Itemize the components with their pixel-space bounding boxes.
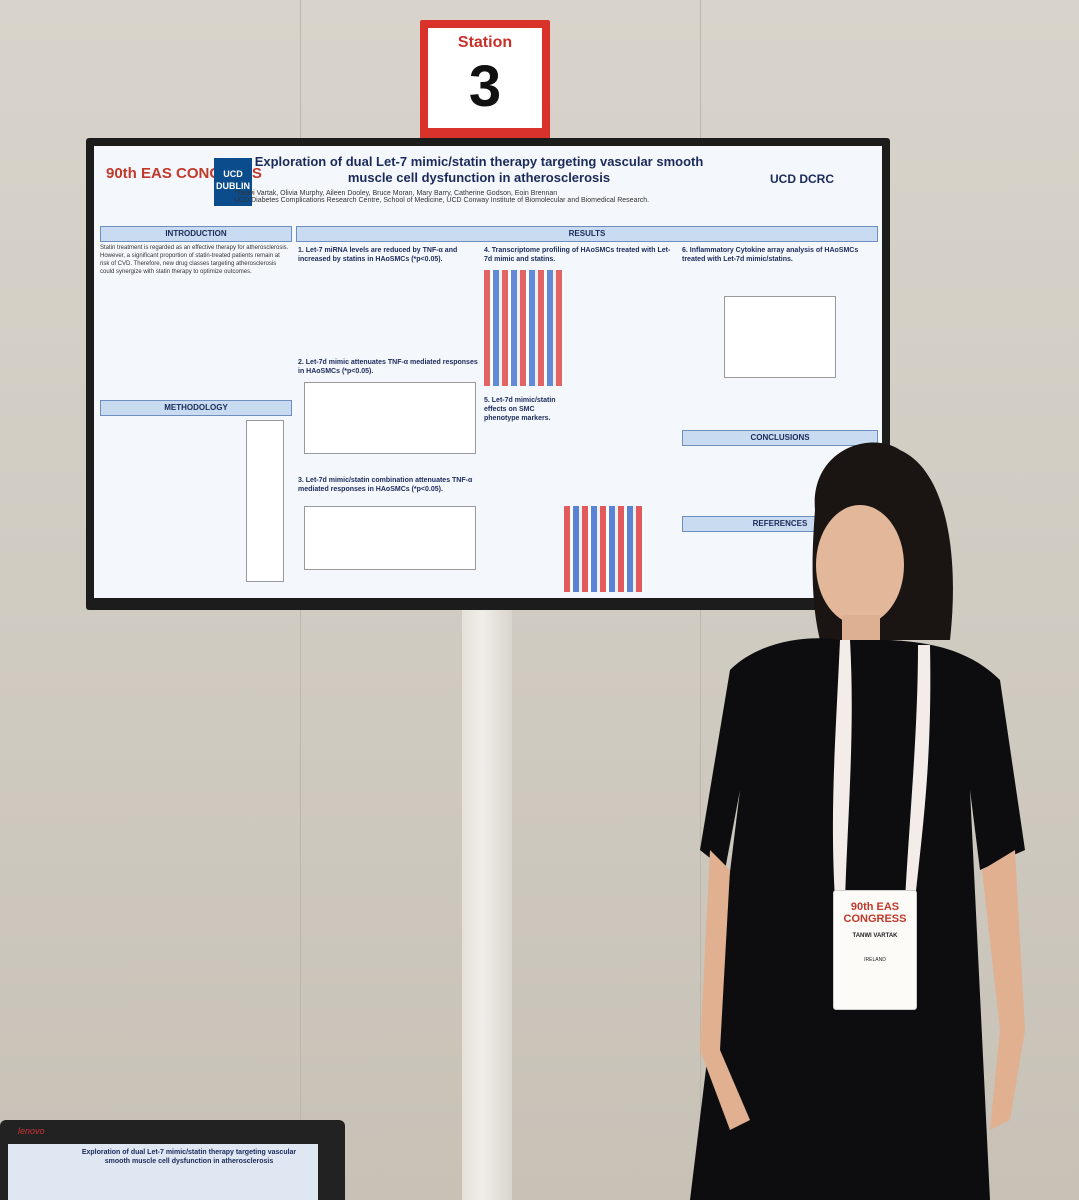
phenotype-heatmap [564,506,644,592]
badge-name: TANWI VARTAK [852,933,898,939]
conclusions-header: CONCLUSIONS [682,430,878,446]
results-header: RESULTS [296,226,878,242]
poster-screen: 90th EAS CONGRESS UCD DUBLIN UCD DCRC Ex… [94,146,882,598]
ucd-logo: UCD DUBLIN [214,158,252,206]
station-label: Station [457,34,513,51]
laptop-poster-title: Exploration of dual Let-7 mimic/statin t… [81,1149,297,1165]
station-sign: Station 3 [420,20,550,140]
result3-heading: 3. Let-7d mimic/statin combination atten… [298,477,473,493]
result2-heading: 2. Let-7d mimic attenuates TNF-α mediate… [298,359,478,375]
poster-title: Exploration of dual Let-7 mimic/statin t… [254,154,704,185]
presenter-photo [690,442,1025,1200]
intro-header: INTRODUCTION [100,226,292,242]
authors-line: *Tanwi Vartak, Olivia Murphy, Aileen Doo… [234,190,558,197]
poster-authors: *Tanwi Vartak, Olivia Murphy, Aileen Doo… [234,190,754,204]
monitor: 90th EAS CONGRESS UCD DUBLIN UCD DCRC Ex… [86,138,890,610]
name-badge: 90th EAS CONGRESS TANWI VARTAK IRELAND [833,890,917,1010]
laptop: lenovo Exploration of dual Let-7 mimic/s… [0,1120,345,1200]
laptop-screen [8,1144,318,1200]
laptop-brand: lenovo [18,1126,45,1136]
badge-logo: 90th EAS CONGRESS [843,901,907,925]
dcrc-logo: UCD DCRC [770,172,834,186]
cytokine-array [724,296,836,378]
result1-heading: 1. Let-7 miRNA levels are reduced by TNF… [298,247,458,263]
result4-heading: 4. Transcriptome profiling of HAoSMCs tr… [484,247,671,263]
monitor-stand [462,600,512,1200]
transcriptome-heatmap [484,270,564,386]
method-flowchart [246,420,284,582]
intro-text: Statin treatment is regarded as an effec… [100,245,289,275]
result6-heading: 6. Inflammatory Cytokine array analysis … [682,247,859,263]
result2-bar-chart [304,382,476,454]
result3-bar-chart [304,506,476,570]
station-number: 3 [468,54,502,119]
affiliation-line: UCD Diabetes Complications Research Cent… [234,197,650,204]
badge-country: IRELAND [864,957,886,963]
methods-header: METHODOLOGY [100,400,292,416]
result5-heading: 5. Let-7d mimic/statin effects on SMC ph… [484,397,556,422]
